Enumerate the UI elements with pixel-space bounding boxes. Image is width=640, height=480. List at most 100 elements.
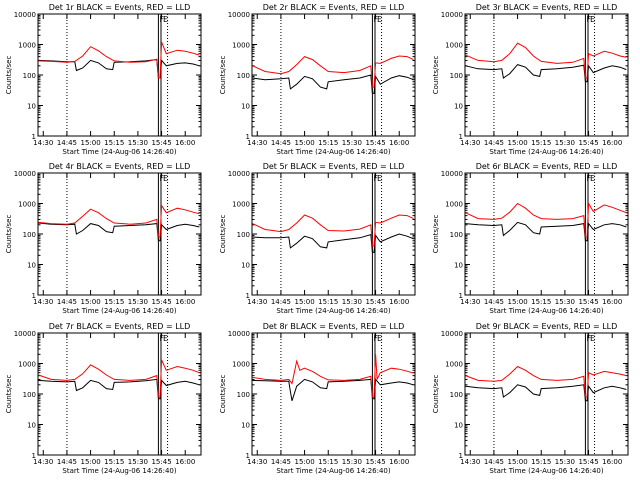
x-axis-label: Start Time (24-Aug-06 14:26:40) [62, 467, 176, 475]
flag-label-f: F [159, 174, 164, 183]
x-tick-label: 14:45 [484, 139, 504, 147]
y-tick-label: 100 [450, 391, 463, 399]
x-tick-label: 15:00 [80, 139, 100, 147]
y-tick-label: 10000 [14, 330, 36, 338]
chart-title: Det 7r BLACK = Events, RED = LLD [49, 322, 191, 331]
x-tick-label: 15:00 [507, 139, 527, 147]
flag-label-e: E [163, 15, 168, 24]
y-tick-label: 100 [237, 391, 250, 399]
x-tick-label: 16:00 [175, 139, 195, 147]
x-tick-label: 14:30 [33, 139, 53, 147]
y-tick-label: 1 [246, 452, 250, 460]
y-tick-label: 1 [246, 133, 250, 141]
series-line-lld [252, 214, 414, 247]
x-tick-label: 15:15 [104, 458, 124, 466]
x-tick-label: 15:00 [294, 298, 314, 306]
y-tick-label: 10000 [441, 330, 463, 338]
x-tick-label: 15:15 [531, 139, 551, 147]
y-tick-label: 10 [241, 103, 250, 111]
series-line-events [465, 384, 627, 402]
x-tick-label: 14:30 [460, 458, 480, 466]
x-tick-label: 16:00 [602, 458, 622, 466]
chart-panel-6: Det 6r BLACK = Events, RED = LLD 1 10 100 10… [432, 162, 629, 315]
plot-frame [37, 332, 202, 456]
x-tick-label: 15:30 [342, 298, 362, 306]
x-tick-label: 14:45 [271, 458, 291, 466]
x-axis-label: Start Time (24-Aug-06 14:26:40) [276, 148, 390, 156]
chart-panel-9: Det 9r BLACK = Events, RED = LLD 1 10 100 10… [432, 322, 629, 475]
series-line-lld [38, 41, 200, 79]
y-tick-label: 1000 [445, 361, 463, 369]
chart-panel-2: Det 2r BLACK = Events, RED = LLD 1 10 100 10… [219, 3, 416, 156]
x-tick-label: 16:00 [602, 139, 622, 147]
y-axis-label: Counts/sec [432, 215, 440, 254]
y-tick-label: 10000 [14, 11, 36, 19]
x-axis-label: Start Time (24-Aug-06 14:26:40) [62, 307, 176, 315]
chart-panel-5: Det 5r BLACK = Events, RED = LLD 1 10 100 10… [219, 162, 416, 315]
x-tick-label: 14:45 [57, 298, 77, 306]
y-tick-label: 10000 [441, 170, 463, 178]
x-tick-label: 15:00 [294, 458, 314, 466]
x-tick-label: 14:30 [247, 139, 267, 147]
x-tick-label: 15:15 [104, 298, 124, 306]
x-tick-label: 15:15 [531, 298, 551, 306]
x-axis-label: Start Time (24-Aug-06 14:26:40) [62, 148, 176, 156]
y-axis-label: Counts/sec [432, 56, 440, 95]
x-tick-label: 16:00 [175, 298, 195, 306]
x-tick-label: 15:45 [365, 298, 385, 306]
y-tick-label: 1000 [232, 42, 250, 50]
y-axis-label: Counts/sec [432, 375, 440, 414]
flag-label-e: E [590, 174, 595, 183]
x-axis-label: Start Time (24-Aug-06 14:26:40) [489, 467, 603, 475]
series-line-events [252, 233, 414, 253]
y-tick-label: 1000 [18, 361, 36, 369]
y-tick-label: 10 [241, 262, 250, 270]
chart-panel-1: Det 1r BLACK = Events, RED = LLD 1 10 100 10… [5, 3, 202, 156]
y-tick-label: 1000 [232, 361, 250, 369]
series-line-lld [252, 354, 414, 398]
x-tick-label: 15:00 [80, 458, 100, 466]
y-tick-label: 100 [237, 231, 250, 239]
series-line-lld [38, 204, 200, 238]
flag-label-e: E [163, 174, 168, 183]
x-tick-label: 15:45 [578, 458, 598, 466]
flag-label-f: F [373, 174, 378, 183]
x-tick-label: 14:45 [57, 458, 77, 466]
plot-frame [251, 13, 416, 137]
y-tick-label: 100 [450, 72, 463, 80]
y-tick-label: 100 [450, 231, 463, 239]
plot-frame [464, 172, 629, 296]
series-line-lld [465, 365, 627, 398]
y-tick-label: 10000 [228, 11, 250, 19]
plot-frame [37, 13, 202, 137]
x-tick-label: 14:30 [460, 298, 480, 306]
x-tick-label: 15:30 [342, 458, 362, 466]
x-tick-label: 14:45 [271, 298, 291, 306]
x-tick-label: 14:45 [271, 139, 291, 147]
x-tick-label: 14:30 [247, 458, 267, 466]
x-tick-label: 16:00 [175, 458, 195, 466]
y-axis-label: Counts/sec [219, 375, 227, 414]
x-tick-label: 15:15 [318, 298, 338, 306]
y-tick-label: 100 [23, 391, 36, 399]
chart-title: Det 1r BLACK = Events, RED = LLD [49, 3, 191, 12]
series-line-lld [465, 201, 627, 238]
x-tick-label: 14:30 [460, 139, 480, 147]
y-axis-label: Counts/sec [5, 375, 13, 414]
y-tick-label: 10 [27, 262, 36, 270]
y-tick-label: 10 [27, 422, 36, 430]
y-tick-label: 10 [27, 103, 36, 111]
y-tick-label: 1 [459, 452, 463, 460]
series-line-events [252, 378, 414, 401]
x-tick-label: 15:00 [294, 139, 314, 147]
y-tick-label: 10 [241, 422, 250, 430]
x-tick-label: 15:30 [555, 458, 575, 466]
x-tick-label: 15:30 [342, 139, 362, 147]
chart-title: Det 3r BLACK = Events, RED = LLD [476, 3, 618, 12]
x-tick-label: 16:00 [602, 298, 622, 306]
x-axis-label: Start Time (24-Aug-06 14:26:40) [276, 467, 390, 475]
x-tick-label: 15:45 [151, 298, 171, 306]
x-tick-label: 15:30 [555, 139, 575, 147]
x-tick-label: 14:30 [33, 298, 53, 306]
